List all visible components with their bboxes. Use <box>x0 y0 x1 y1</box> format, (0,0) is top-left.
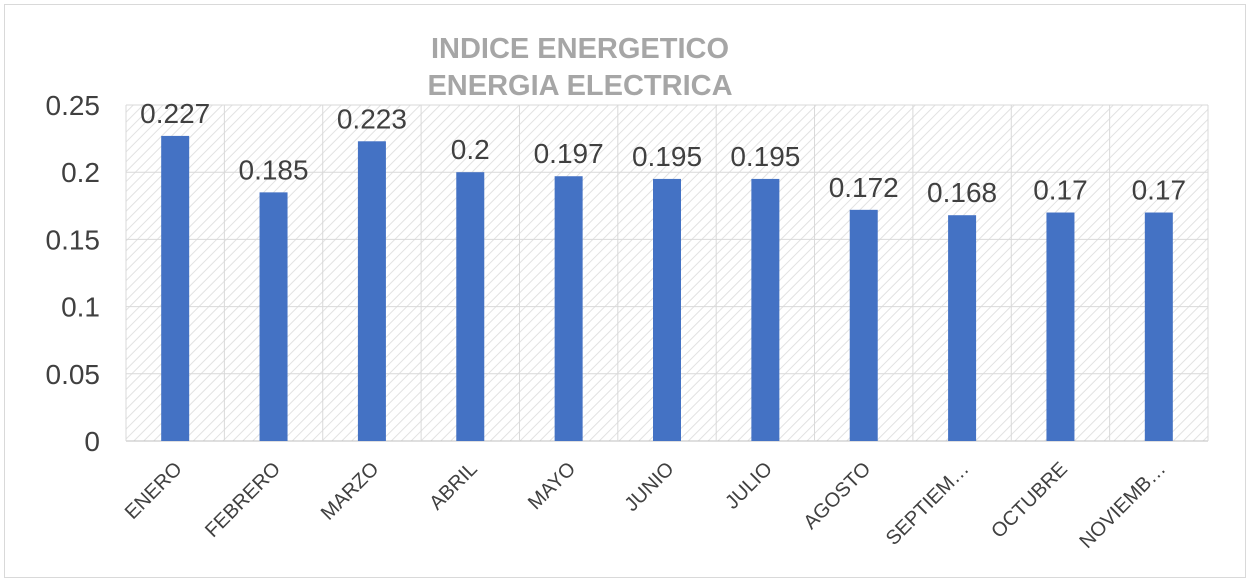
bar-noviemb <box>1144 212 1173 441</box>
bar-febrero <box>259 192 288 441</box>
y-tick-label: 0.25 <box>46 90 101 121</box>
data-label: 0.172 <box>829 172 899 203</box>
x-tick-label: MAYO <box>524 458 580 514</box>
x-tick-label: JUNIO <box>621 458 679 516</box>
bar-marzo <box>357 141 386 441</box>
data-label: 0.223 <box>337 103 407 134</box>
bar-agosto <box>849 209 878 441</box>
x-tick-label: NOVIEMB… <box>1075 458 1170 553</box>
y-axis: 0 0.05 0.1 0.15 0.2 0.25 <box>46 90 101 457</box>
chart-title-line-1: INDICE ENERGETICO <box>431 33 729 65</box>
data-label: 0.197 <box>534 138 604 169</box>
x-axis: ENERO FEBRERO MARZO ABRIL MAYO JUNIO JULIO AGOS… <box>121 458 1170 553</box>
y-tick-label: 0.1 <box>61 292 100 323</box>
data-label: 0.185 <box>239 154 309 185</box>
data-label: 0.195 <box>632 141 702 172</box>
y-tick-label: 0.15 <box>46 224 101 255</box>
x-tick-label: JULIO <box>721 458 777 514</box>
gridlines <box>125 104 1209 442</box>
x-tick-label: OCTUBRE <box>987 458 1072 543</box>
bars <box>161 135 1173 442</box>
data-labels: 0.227 0.185 0.223 0.2 0.197 0.195 0.195 0.172 0.… <box>140 98 1186 208</box>
bar-junio <box>653 178 681 442</box>
bar-abril <box>456 172 485 441</box>
data-label: 0.17 <box>1033 175 1088 206</box>
x-tick-label: AGOSTO <box>799 458 875 534</box>
data-label: 0.17 <box>1132 175 1187 206</box>
x-tick-label: MARZO <box>317 458 384 525</box>
data-label: 0.2 <box>451 134 490 165</box>
x-tick-label: FEBRERO <box>201 458 285 542</box>
bar-enero <box>161 135 190 442</box>
bar-octubre <box>1046 212 1075 441</box>
chart-title: INDICE ENERGETICO ENERGIA ELECTRICA <box>427 33 732 102</box>
bar-septiem <box>948 215 977 441</box>
bar-mayo <box>554 176 583 441</box>
chart-title-line-2: ENERGIA ELECTRICA <box>427 70 732 102</box>
x-tick-label: SEPTIEM… <box>882 458 974 550</box>
data-label: 0.168 <box>927 177 997 208</box>
x-tick-label: ABRIL <box>425 458 481 514</box>
bar-julio <box>751 178 780 442</box>
data-label: 0.227 <box>140 98 210 129</box>
y-tick-label: 0.2 <box>61 157 100 188</box>
y-tick-label: 0.05 <box>46 359 101 390</box>
data-label: 0.195 <box>730 141 800 172</box>
y-tick-label: 0 <box>84 426 100 457</box>
x-tick-label: ENERO <box>121 458 187 524</box>
